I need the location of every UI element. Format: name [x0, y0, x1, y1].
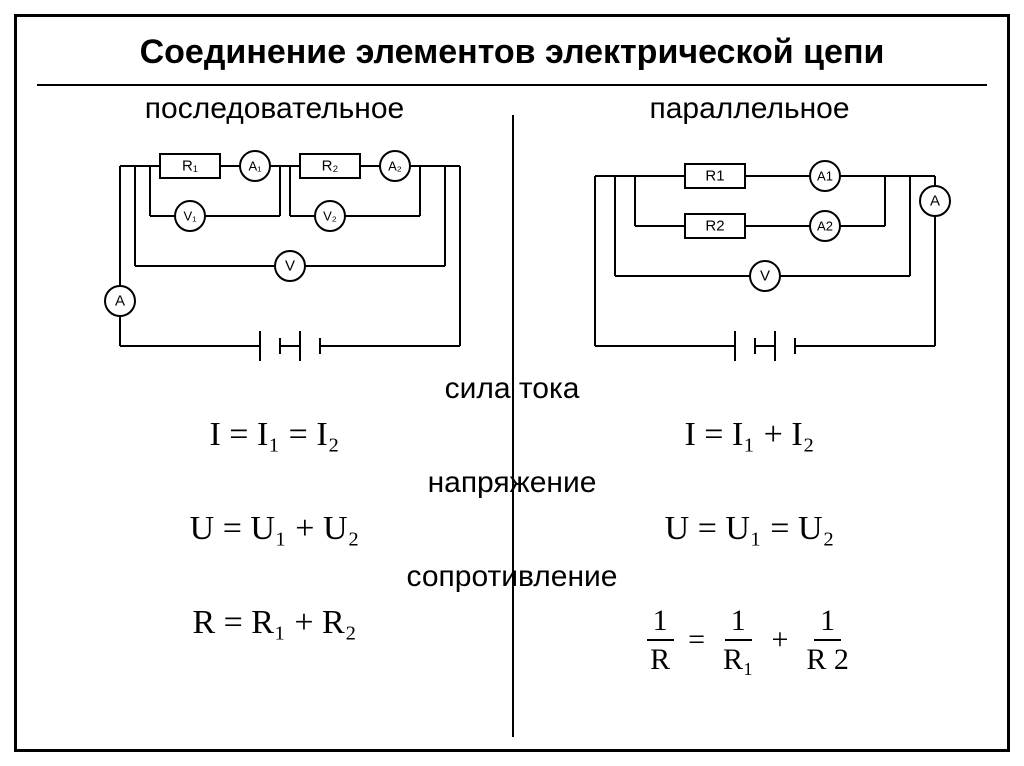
- label-v: V: [759, 268, 769, 285]
- label-r1: R1: [705, 168, 724, 185]
- formula-resistance-parallel: 1 R = 1 R₁ + 1 R 2: [512, 594, 987, 682]
- frac-1-over-r2: 1 R 2: [800, 604, 855, 676]
- label-v1: V₁: [183, 209, 197, 224]
- formula-resistance-series: R = R₁ + R₂: [37, 594, 512, 682]
- label-a1: A1: [817, 169, 833, 184]
- vertical-divider: [512, 115, 514, 737]
- eq-sign: =: [688, 623, 705, 657]
- label-r1: R₁: [182, 158, 198, 175]
- formula-current-parallel: I = I₁ + I₂: [512, 406, 987, 460]
- formula-current-series: I = I₁ = I₂: [37, 406, 512, 460]
- frame: Соединение элементов электрической цепи …: [14, 14, 1010, 752]
- label-v: V: [284, 258, 294, 275]
- formula-voltage-parallel: U = U₁ = U₂: [512, 500, 987, 554]
- label-r2: R₂: [321, 158, 338, 175]
- parallel-circuit-diagram: R1 R2 A1 A2 V A: [535, 136, 965, 366]
- label-a1: A₁: [248, 159, 262, 174]
- frac-1-over-r1: 1 R₁: [717, 604, 759, 676]
- label-a2: A2: [817, 219, 833, 234]
- label-v2: V₂: [323, 209, 337, 224]
- main-title: Соединение элементов электрической цепи: [37, 33, 987, 72]
- label-r2: R2: [705, 218, 724, 235]
- page: Соединение элементов электрической цепи …: [0, 0, 1024, 766]
- subtitle-parallel: параллельное: [512, 84, 987, 126]
- subtitle-series: последовательное: [37, 84, 512, 126]
- frac-1-over-r: 1 R: [644, 604, 676, 676]
- column-series: последовательное: [37, 82, 512, 366]
- label-a2: A₂: [388, 159, 402, 174]
- formula-voltage-series: U = U₁ + U₂: [37, 500, 512, 554]
- label-a: A: [929, 193, 939, 210]
- plus-sign: +: [771, 623, 788, 657]
- series-circuit-diagram: R₁ R₂ A₁ A₂ V₁ V₂ V A: [60, 136, 490, 366]
- column-parallel: параллельное: [512, 82, 987, 366]
- label-a: A: [114, 293, 124, 310]
